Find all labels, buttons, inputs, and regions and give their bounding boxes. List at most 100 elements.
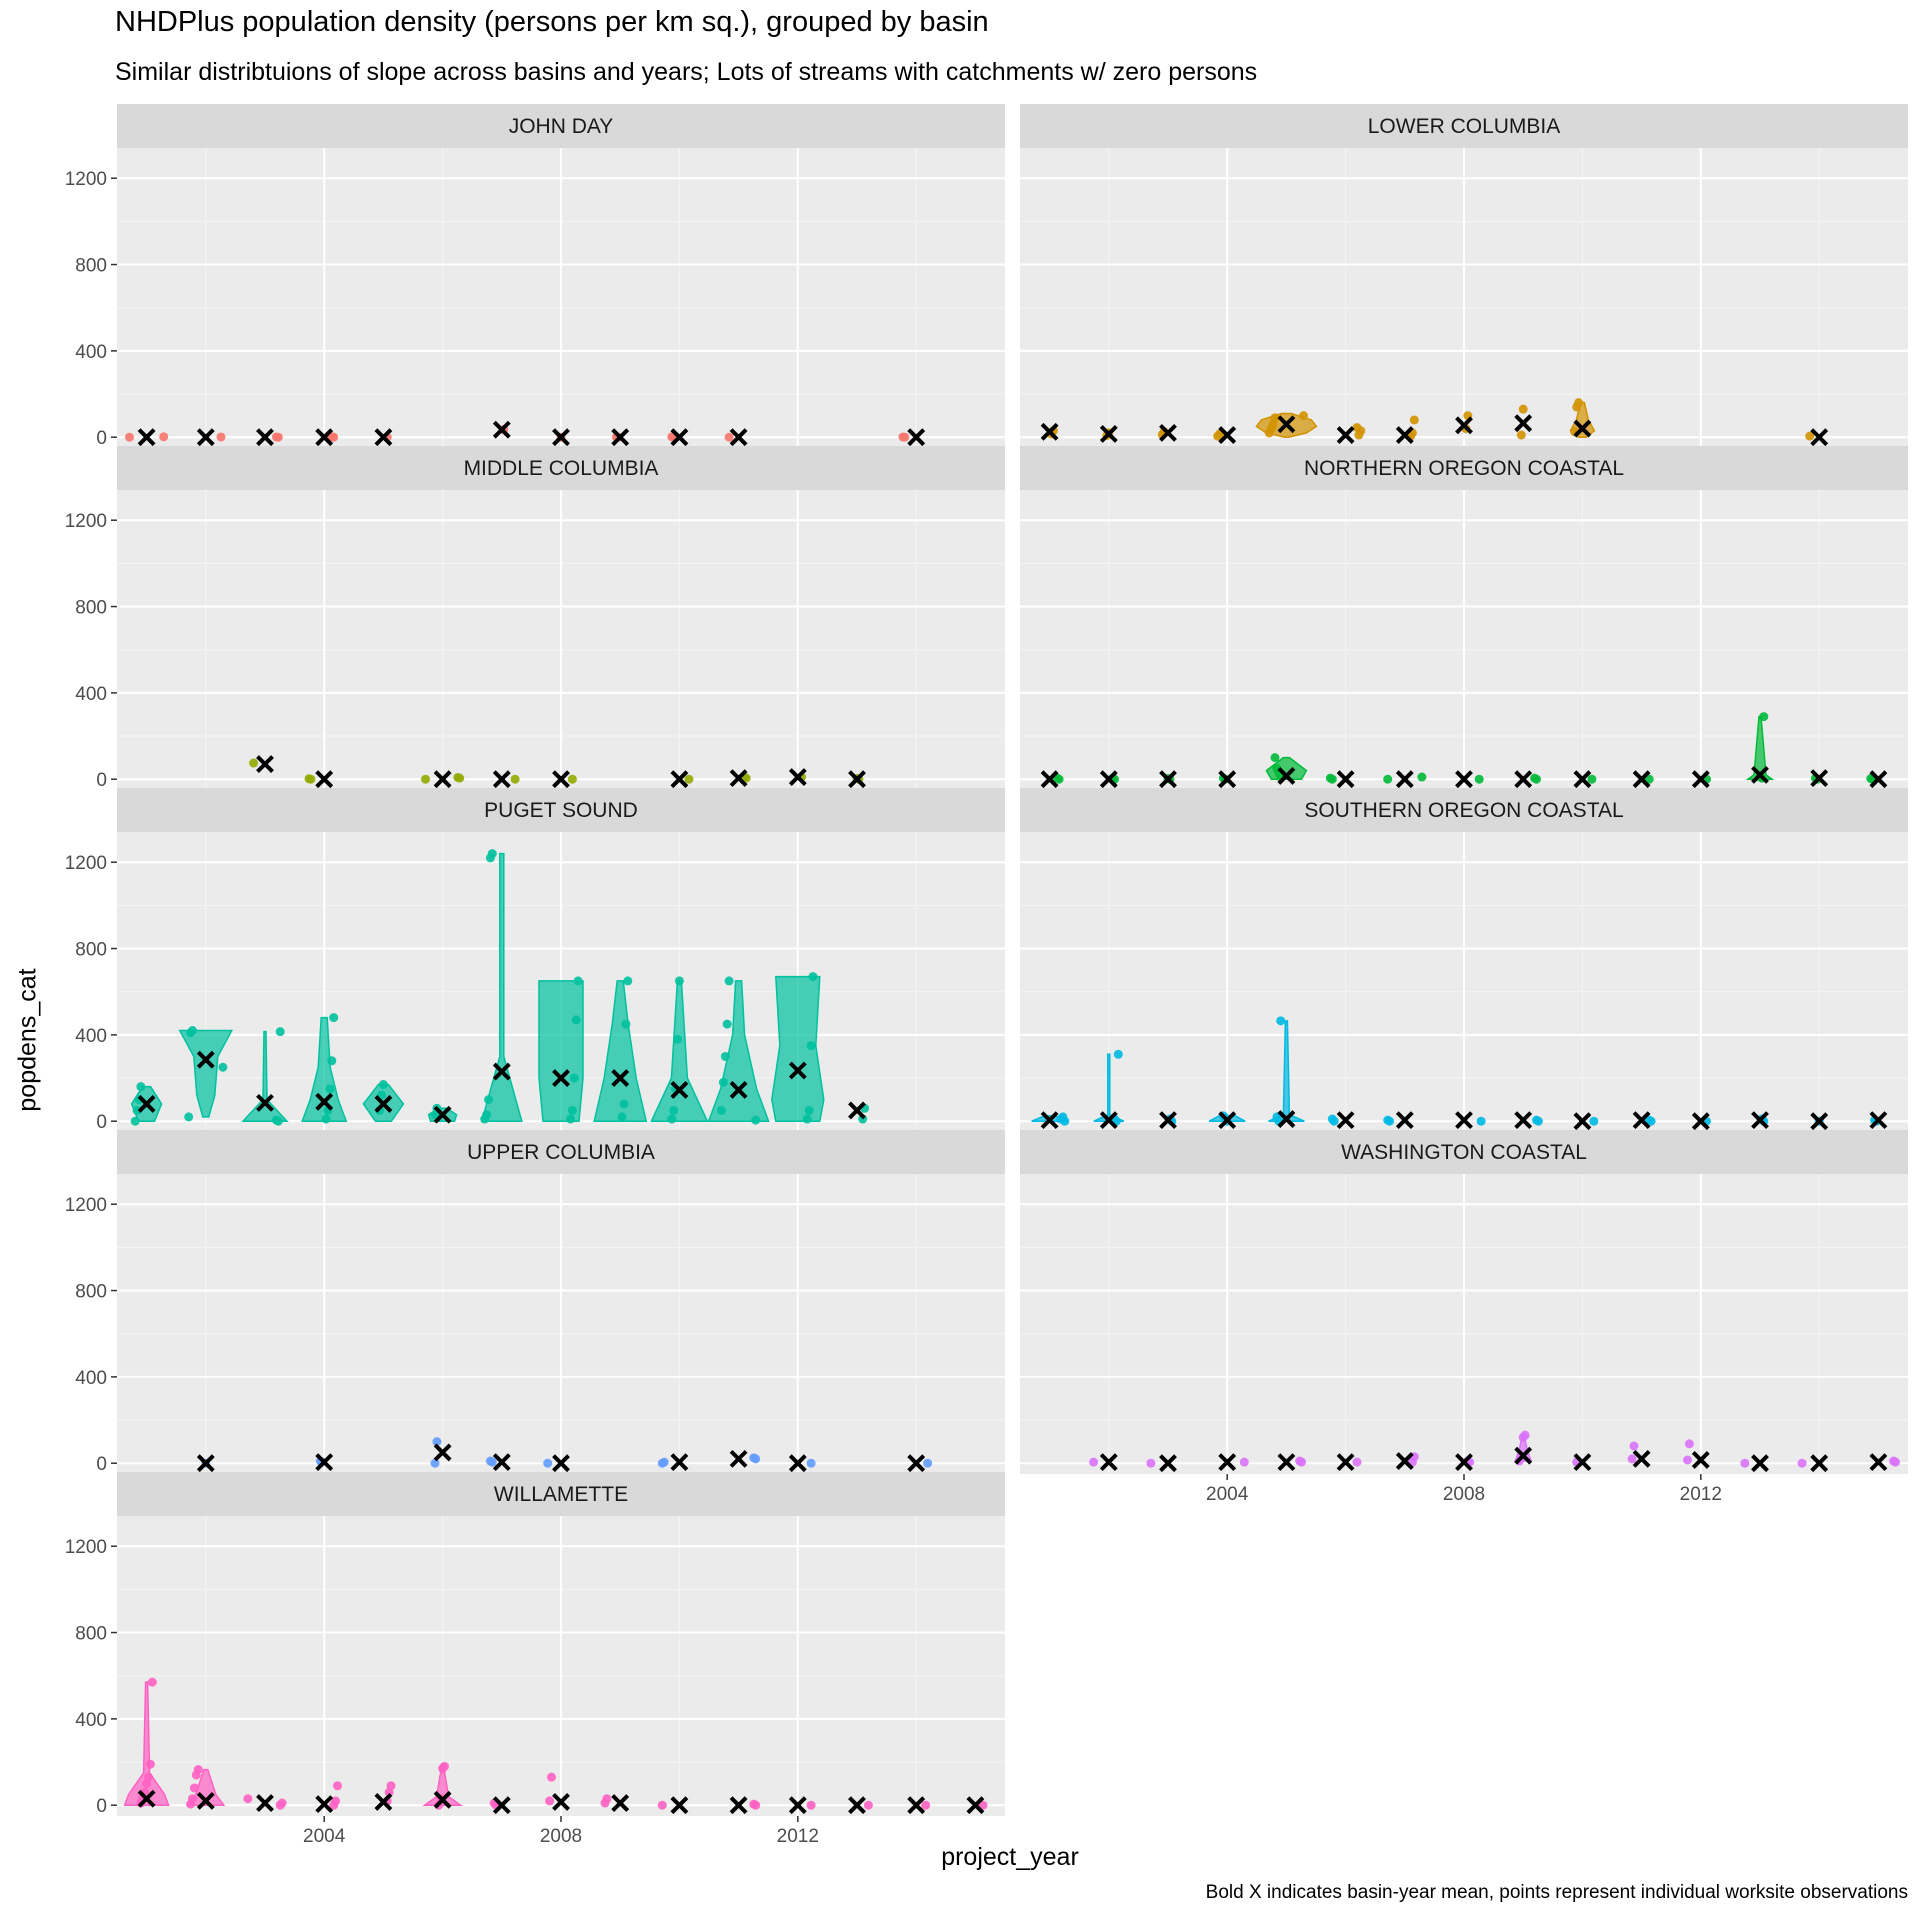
facet-strip xyxy=(117,1130,1005,1174)
mean-x-marker xyxy=(256,1093,274,1112)
observation-point xyxy=(136,1082,146,1092)
observation-point xyxy=(125,432,134,442)
mean-x-marker xyxy=(256,755,274,774)
observation-point xyxy=(978,1800,988,1810)
mean-x-marker xyxy=(1514,1446,1533,1465)
violin-shape xyxy=(538,980,584,1122)
mean-x-marker xyxy=(315,1795,334,1814)
violin-shape xyxy=(123,1681,170,1806)
observation-point xyxy=(1146,1458,1156,1468)
facet-panel: NORTHERN OREGON COASTAL xyxy=(1020,446,1908,790)
observation-point xyxy=(484,1095,493,1105)
observation-point xyxy=(1797,1458,1807,1468)
observation-point xyxy=(1518,404,1528,414)
mean-x-marker xyxy=(552,1069,570,1087)
observation-point xyxy=(657,1800,667,1810)
observation-point xyxy=(1383,1115,1393,1125)
mean-x-marker xyxy=(611,1794,630,1812)
observation-point xyxy=(191,1770,201,1780)
observation-point xyxy=(921,1800,931,1810)
mean-x-marker xyxy=(848,1101,866,1120)
violin-shape xyxy=(593,980,648,1122)
y-tick-label: 400 xyxy=(75,1026,107,1047)
observation-point xyxy=(1644,774,1654,784)
observation-point xyxy=(1352,1457,1362,1467)
mean-x-marker xyxy=(1632,1449,1651,1468)
facet-panel: LOWER COLUMBIA xyxy=(1020,104,1908,448)
mean-x-marker xyxy=(1218,426,1237,444)
y-tick-label: 0 xyxy=(96,1454,107,1475)
mean-x-marker xyxy=(1514,1111,1533,1130)
mean-x-marker xyxy=(729,1796,748,1815)
mean-x-marker xyxy=(256,1794,274,1812)
mean-x-marker xyxy=(670,1453,689,1472)
observation-point xyxy=(567,774,577,784)
mean-x-marker xyxy=(1040,1111,1059,1130)
observation-point xyxy=(1889,1456,1899,1466)
observation-point xyxy=(722,1019,732,1029)
mean-x-marker xyxy=(492,770,511,789)
observation-point xyxy=(751,1115,761,1125)
facet-strip xyxy=(117,1472,1005,1516)
mean-x-marker xyxy=(1218,1453,1237,1472)
mean-x-marker xyxy=(552,428,570,447)
mean-x-marker xyxy=(552,1454,570,1473)
observation-point xyxy=(923,1458,933,1468)
mean-x-marker xyxy=(315,770,334,789)
observation-point xyxy=(720,1051,730,1061)
mean-x-marker xyxy=(1869,770,1888,789)
facet-panel: SOUTHERN OREGON COASTAL xyxy=(1020,788,1908,1132)
observation-point xyxy=(1518,1432,1528,1442)
observation-point xyxy=(1327,1114,1337,1124)
mean-x-marker xyxy=(1159,423,1177,442)
mean-x-marker xyxy=(137,1789,156,1808)
mean-x-marker xyxy=(1869,1111,1888,1130)
observation-point xyxy=(657,1458,667,1468)
facet-strip-label: JOHN DAY xyxy=(509,115,614,138)
violin-shape xyxy=(301,1016,348,1122)
x-tick-label: 2012 xyxy=(777,1826,819,1847)
mean-x-marker xyxy=(1395,1452,1414,1470)
observation-point xyxy=(1589,1116,1599,1126)
observation-point xyxy=(569,1073,579,1083)
observation-point xyxy=(600,1798,610,1808)
observation-point xyxy=(1516,430,1526,440)
observation-point xyxy=(1295,1456,1305,1466)
observation-point xyxy=(808,972,818,982)
observation-point xyxy=(243,1794,253,1804)
mean-x-marker xyxy=(729,1449,748,1468)
mean-x-marker xyxy=(1810,428,1829,447)
facet-strip xyxy=(117,104,1005,148)
mean-x-marker xyxy=(492,1453,511,1472)
y-tick-label: 0 xyxy=(96,428,107,449)
mean-x-marker xyxy=(1573,419,1592,438)
mean-x-marker xyxy=(315,428,334,447)
observation-point xyxy=(1113,1049,1123,1059)
mean-x-marker xyxy=(611,428,630,447)
mean-x-marker xyxy=(1040,422,1059,441)
mean-x-marker xyxy=(788,768,807,786)
observation-point xyxy=(159,432,169,442)
mean-x-marker xyxy=(1573,1453,1592,1472)
observation-point xyxy=(1325,773,1335,783)
observation-point xyxy=(1644,1115,1654,1125)
observation-point xyxy=(384,1787,394,1797)
mean-x-marker xyxy=(256,428,274,447)
mean-x-marker xyxy=(611,1069,630,1087)
violin-shape xyxy=(178,1029,234,1118)
observation-point xyxy=(186,1799,196,1809)
observation-point xyxy=(321,1114,331,1124)
y-tick-label: 800 xyxy=(75,598,107,619)
mean-x-marker xyxy=(907,428,926,447)
x-tick-label: 2008 xyxy=(540,1826,582,1847)
mean-x-marker xyxy=(1277,415,1296,434)
mean-x-marker xyxy=(433,1790,452,1809)
x-tick-label: 2004 xyxy=(1206,1484,1249,1505)
observation-point xyxy=(304,774,314,784)
observation-point xyxy=(421,774,430,784)
observation-point xyxy=(806,1800,816,1810)
mean-x-marker xyxy=(1277,767,1296,785)
mean-x-marker xyxy=(1218,1111,1237,1130)
mean-x-marker xyxy=(552,770,570,789)
